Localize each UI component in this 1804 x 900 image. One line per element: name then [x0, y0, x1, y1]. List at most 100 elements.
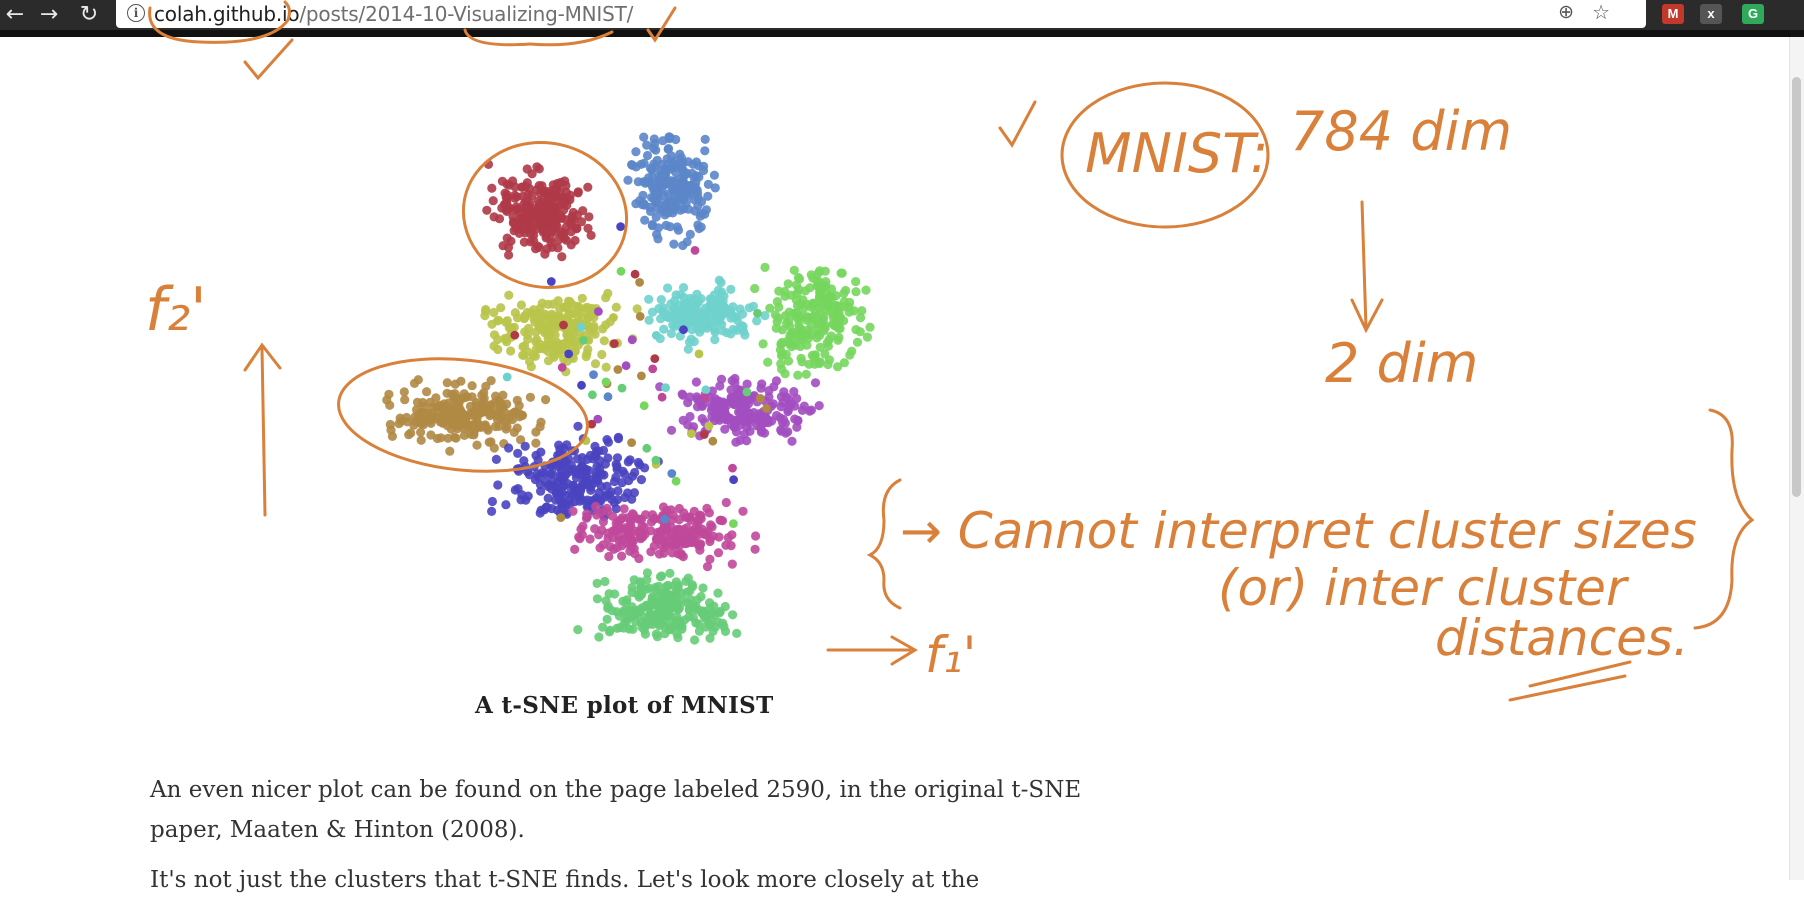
- scatter-point: [852, 337, 863, 347]
- forward-arrow-icon[interactable]: →: [39, 2, 59, 27]
- scatter-point: [851, 287, 861, 297]
- scatter-point: [687, 580, 697, 590]
- scatter-point: [511, 205, 521, 215]
- scatter-point: [671, 476, 681, 486]
- scatter-point: [661, 199, 671, 209]
- scatter-point: [422, 387, 432, 397]
- scatter-point: [865, 322, 875, 332]
- scatter-point: [629, 544, 639, 554]
- scatter-point: [654, 303, 664, 314]
- scatter-point: [636, 475, 647, 485]
- scatter-point: [632, 304, 642, 314]
- site-info-icon[interactable]: i: [127, 4, 145, 22]
- page-scrollbar[interactable]: [1789, 37, 1804, 880]
- grammarly-icon[interactable]: G: [1742, 4, 1764, 24]
- scatter-point: [770, 310, 781, 320]
- scatter-point: [698, 165, 709, 176]
- scatter-point: [484, 437, 494, 447]
- scrollbar-thumb[interactable]: [1792, 77, 1801, 497]
- scatter-point: [666, 299, 676, 309]
- scatter-point: [578, 495, 588, 505]
- scatter-point: [810, 378, 821, 388]
- scatter-point: [600, 490, 610, 500]
- scatter-point: [642, 575, 652, 585]
- scatter-point: [777, 337, 787, 347]
- scatter-point: [737, 309, 748, 319]
- scatter-point: [640, 215, 650, 225]
- scatter-point: [445, 446, 455, 456]
- scatter-point: [609, 476, 620, 487]
- zoom-icon[interactable]: ⊕: [1558, 2, 1574, 23]
- scatter-point: [618, 466, 628, 476]
- scatter-point: [524, 202, 534, 212]
- scatter-point: [588, 390, 597, 400]
- scatter-point: [572, 210, 583, 220]
- scatter-point: [648, 364, 658, 374]
- scatter-point: [489, 212, 499, 222]
- scatter-point: [550, 197, 560, 207]
- scatter-point: [682, 237, 692, 247]
- scatter-point: [669, 239, 679, 249]
- scatter-point: [533, 241, 543, 251]
- scatter-point: [399, 387, 409, 397]
- scatter-point: [501, 317, 511, 327]
- scatter-point: [600, 459, 611, 469]
- scatter-point: [617, 551, 627, 561]
- scatter-point: [502, 233, 512, 243]
- scatter-point: [791, 280, 802, 290]
- scatter-point: [614, 536, 624, 546]
- reload-icon[interactable]: ↻: [79, 2, 99, 27]
- scatter-point: [646, 526, 656, 536]
- scatter-point: [845, 350, 855, 360]
- scatter-point: [557, 363, 567, 372]
- scatter-point: [624, 530, 634, 541]
- gmail-icon[interactable]: M: [1662, 4, 1684, 24]
- scatter-point: [652, 632, 663, 642]
- bookmark-star-icon[interactable]: ☆: [1592, 2, 1610, 24]
- scatter-point: [488, 196, 498, 206]
- scatter-point: [531, 344, 541, 354]
- scatter-point: [767, 416, 777, 426]
- scatter-point: [678, 283, 689, 293]
- scatter-point: [591, 501, 601, 511]
- scatter-point: [645, 163, 656, 173]
- scatter-point: [535, 321, 545, 331]
- scatter-point: [640, 629, 651, 639]
- back-arrow-icon[interactable]: ←: [5, 2, 25, 27]
- scatter-point: [717, 516, 728, 526]
- scatter-point: [471, 401, 481, 411]
- scatter-point: [708, 436, 718, 446]
- scatter-point: [789, 265, 799, 275]
- scatter-point: [676, 588, 686, 598]
- maaten-hinton-link[interactable]: Maaten & Hinton (2008): [229, 817, 518, 843]
- close-ext-icon[interactable]: x: [1700, 4, 1722, 24]
- scatter-point: [675, 149, 685, 159]
- scatter-point: [720, 626, 731, 637]
- scatter-point: [839, 316, 849, 326]
- scatter-point: [489, 307, 499, 318]
- scatter-point: [556, 177, 566, 188]
- scatter-point: [385, 400, 395, 410]
- scatter-point: [544, 218, 554, 228]
- scatter-point: [601, 362, 611, 372]
- scatter-point: [801, 369, 811, 379]
- scatter-point: [640, 463, 650, 473]
- scatter-point: [450, 416, 461, 426]
- scatter-point: [626, 514, 636, 524]
- scatter-point: [627, 160, 637, 170]
- scatter-point: [482, 205, 492, 215]
- scatter-point: [600, 576, 610, 587]
- scatter-point: [583, 182, 593, 192]
- scatter-point: [635, 312, 645, 321]
- scatter-point: [641, 600, 651, 611]
- scatter-point: [700, 134, 710, 144]
- scatter-point: [487, 506, 497, 516]
- scatter-point: [697, 324, 707, 334]
- scatter-point: [459, 410, 469, 420]
- scatter-point: [637, 371, 646, 381]
- scatter-point: [760, 262, 770, 272]
- scatter-point: [516, 300, 527, 310]
- scatter-point: [685, 229, 695, 239]
- scatter-point: [705, 534, 715, 544]
- scatter-point: [818, 298, 828, 308]
